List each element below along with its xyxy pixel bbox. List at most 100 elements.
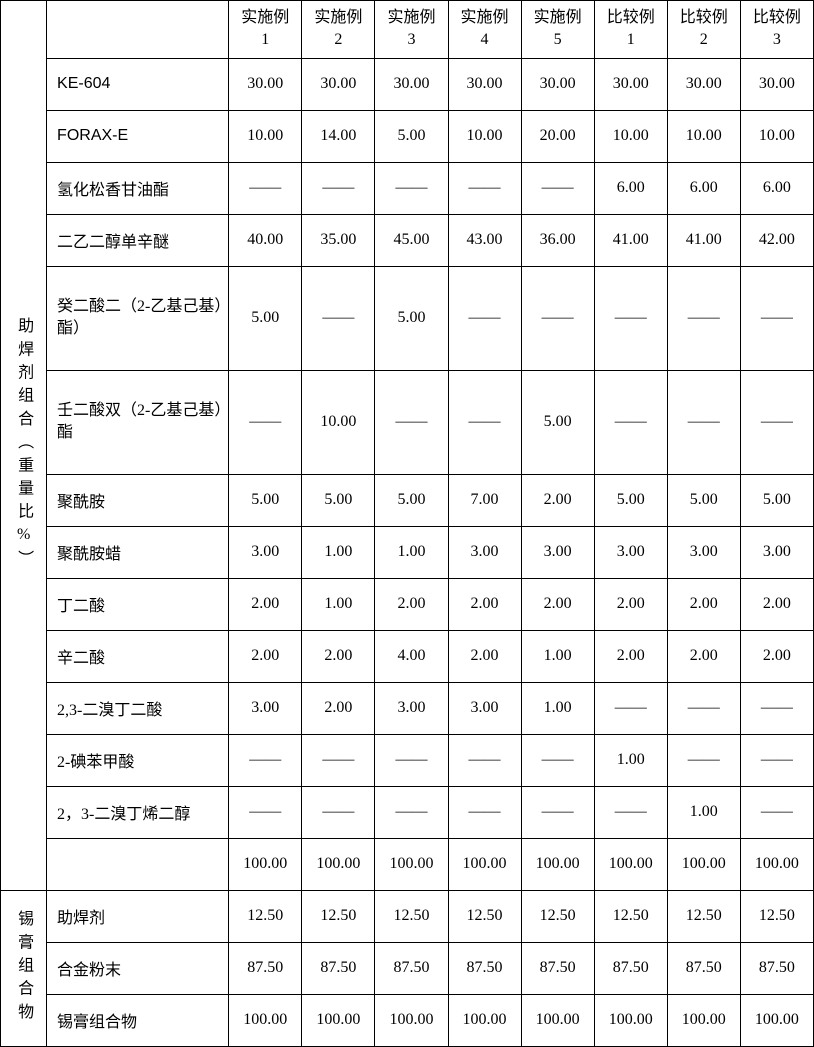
cell: —— bbox=[375, 734, 448, 786]
cell: 3.00 bbox=[594, 526, 667, 578]
table-row: KE-604 30.0030.0030.0030.0030.0030.0030.… bbox=[1, 58, 814, 110]
cell: —— bbox=[594, 786, 667, 838]
cell: —— bbox=[375, 162, 448, 214]
cell: 87.50 bbox=[229, 942, 302, 994]
table-row: 氢化松香甘油酯 ——————————6.006.006.00 bbox=[1, 162, 814, 214]
cell: 30.00 bbox=[521, 58, 594, 110]
row-name: KE-604 bbox=[47, 58, 229, 110]
cell: —— bbox=[594, 370, 667, 474]
cell: 3.00 bbox=[521, 526, 594, 578]
row-name: 锡膏组合物 bbox=[47, 994, 229, 1046]
row-name: 2,3-二溴丁二酸 bbox=[47, 682, 229, 734]
cell: 1.00 bbox=[521, 630, 594, 682]
cell: —— bbox=[448, 786, 521, 838]
cell: 1.00 bbox=[594, 734, 667, 786]
row-name: 2，3-二溴丁烯二醇 bbox=[47, 786, 229, 838]
cell: 3.00 bbox=[667, 526, 740, 578]
cell: 1.00 bbox=[521, 682, 594, 734]
cell: 12.50 bbox=[302, 890, 375, 942]
cell: 100.00 bbox=[667, 838, 740, 890]
cell: —— bbox=[448, 734, 521, 786]
composition-table: 助焊剂组合（重量比%） 实施例1 实施例2 实施例3 实施例4 实施例5 比较例… bbox=[0, 0, 814, 1047]
cell: —— bbox=[448, 266, 521, 370]
row-name: 聚酰胺蜡 bbox=[47, 526, 229, 578]
cell: 2.00 bbox=[594, 578, 667, 630]
cell: —— bbox=[667, 682, 740, 734]
row-name: FORAX-E bbox=[47, 110, 229, 162]
cell: 10.00 bbox=[448, 110, 521, 162]
cell: —— bbox=[302, 162, 375, 214]
col-head-e5: 实施例5 bbox=[521, 1, 594, 59]
cell: 41.00 bbox=[667, 214, 740, 266]
row-name: 二乙二醇单辛醚 bbox=[47, 214, 229, 266]
cell: 2.00 bbox=[302, 682, 375, 734]
cell: 5.00 bbox=[521, 370, 594, 474]
cell: —— bbox=[521, 734, 594, 786]
cell: 87.50 bbox=[740, 942, 813, 994]
cell: —— bbox=[667, 370, 740, 474]
row-name: 丁二酸 bbox=[47, 578, 229, 630]
cell: 100.00 bbox=[667, 994, 740, 1046]
cell: 100.00 bbox=[594, 994, 667, 1046]
row-name: 合金粉末 bbox=[47, 942, 229, 994]
cell: 2.00 bbox=[302, 630, 375, 682]
cell: 2.00 bbox=[667, 630, 740, 682]
cell: 43.00 bbox=[448, 214, 521, 266]
cell: 5.00 bbox=[375, 266, 448, 370]
cell: —— bbox=[521, 162, 594, 214]
table-row: 合金粉末 87.5087.5087.5087.5087.5087.5087.50… bbox=[1, 942, 814, 994]
cell: 3.00 bbox=[448, 682, 521, 734]
header-blank bbox=[47, 1, 229, 59]
cell: 10.00 bbox=[667, 110, 740, 162]
cell: —— bbox=[667, 266, 740, 370]
cell: 30.00 bbox=[667, 58, 740, 110]
cell: 87.50 bbox=[667, 942, 740, 994]
col-head-c3: 比较例3 bbox=[740, 1, 813, 59]
table-row: 辛二酸 2.002.004.002.001.002.002.002.00 bbox=[1, 630, 814, 682]
table-row: 丁二酸 2.001.002.002.002.002.002.002.00 bbox=[1, 578, 814, 630]
cell: —— bbox=[448, 370, 521, 474]
cell: —— bbox=[594, 682, 667, 734]
cell: 100.00 bbox=[229, 838, 302, 890]
cell: 5.00 bbox=[740, 474, 813, 526]
table-row: 锡膏组合物 助焊剂 12.5012.5012.5012.5012.5012.50… bbox=[1, 890, 814, 942]
table-row: FORAX-E 10.0014.005.0010.0020.0010.0010.… bbox=[1, 110, 814, 162]
cell: —— bbox=[521, 786, 594, 838]
cell: 12.50 bbox=[740, 890, 813, 942]
cell: —— bbox=[740, 682, 813, 734]
cell: 5.00 bbox=[375, 474, 448, 526]
cell: 2.00 bbox=[667, 578, 740, 630]
col-head-e4: 实施例4 bbox=[448, 1, 521, 59]
table-row: 锡膏组合物 100.00100.00100.00100.00100.00100.… bbox=[1, 994, 814, 1046]
cell: 6.00 bbox=[667, 162, 740, 214]
cell: 2.00 bbox=[740, 578, 813, 630]
cell: 1.00 bbox=[667, 786, 740, 838]
cell: 87.50 bbox=[594, 942, 667, 994]
cell: 87.50 bbox=[375, 942, 448, 994]
cell: 35.00 bbox=[302, 214, 375, 266]
cell: 100.00 bbox=[302, 994, 375, 1046]
group1-label-b: （重量比%） bbox=[15, 433, 32, 573]
cell: 12.50 bbox=[448, 890, 521, 942]
col-head-c1: 比较例1 bbox=[594, 1, 667, 59]
table-row: 聚酰胺 5.005.005.007.002.005.005.005.00 bbox=[1, 474, 814, 526]
group1-label: 助焊剂组合（重量比%） bbox=[1, 1, 47, 891]
cell: 2.00 bbox=[229, 578, 302, 630]
cell: 10.00 bbox=[302, 370, 375, 474]
cell: 2.00 bbox=[229, 630, 302, 682]
col-head-e2: 实施例2 bbox=[302, 1, 375, 59]
col-head-e3: 实施例3 bbox=[375, 1, 448, 59]
cell: 42.00 bbox=[740, 214, 813, 266]
cell: —— bbox=[740, 266, 813, 370]
table-row: 癸二酸二（2-乙基己基）酯） 5.00——5.00—————————— bbox=[1, 266, 814, 370]
cell: 12.50 bbox=[229, 890, 302, 942]
cell: 20.00 bbox=[521, 110, 594, 162]
cell: 100.00 bbox=[448, 838, 521, 890]
cell: 12.50 bbox=[667, 890, 740, 942]
cell: 100.00 bbox=[375, 994, 448, 1046]
cell: 5.00 bbox=[229, 474, 302, 526]
cell: 40.00 bbox=[229, 214, 302, 266]
cell: 5.00 bbox=[375, 110, 448, 162]
cell: 30.00 bbox=[448, 58, 521, 110]
cell: 10.00 bbox=[594, 110, 667, 162]
